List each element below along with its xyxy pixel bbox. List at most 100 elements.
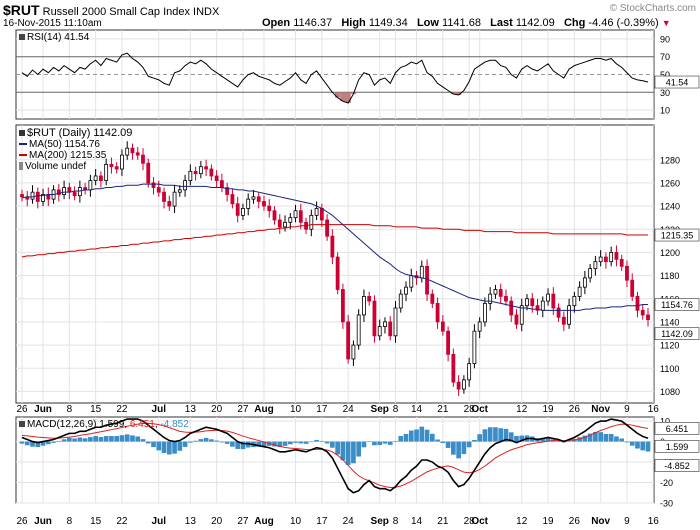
x-axis-label: 24 xyxy=(343,404,355,415)
x-axis-label: Aug xyxy=(254,516,273,527)
last-value: 1142.09 xyxy=(515,17,555,29)
candle-body xyxy=(88,180,93,191)
candle-body xyxy=(440,321,445,332)
candle-body xyxy=(530,298,535,307)
rsi-series xyxy=(21,52,649,104)
candle-body xyxy=(635,296,640,311)
candle-body xyxy=(114,166,119,170)
chg-value: -4.46 (-0.39%) xyxy=(588,17,659,29)
macd-histogram-bar xyxy=(366,441,372,442)
candle-body xyxy=(567,305,571,325)
price-axis-label: 1080 xyxy=(660,387,680,397)
macd-legend-value: 1.599 xyxy=(99,419,125,430)
candle-body xyxy=(425,265,429,295)
candle-body xyxy=(172,191,177,207)
macd-histogram-bar xyxy=(598,432,603,442)
macd-histogram-bar xyxy=(593,431,598,442)
macd-histogram-bar xyxy=(182,441,188,447)
rsi-oversold-fill xyxy=(450,92,456,95)
x-axis-label: Jul xyxy=(152,516,167,527)
macd-histogram-bar xyxy=(545,437,551,442)
macd-histogram-bar xyxy=(414,429,419,442)
macd-histogram-bar xyxy=(608,433,614,442)
candle-body xyxy=(398,293,403,309)
macd-histogram-bar xyxy=(293,441,298,443)
macd-histogram-bar xyxy=(340,441,346,461)
macd-histogram-bar xyxy=(361,441,367,448)
candle-body xyxy=(204,166,209,170)
macd-histogram-bar xyxy=(577,437,582,442)
macd-histogram-bar xyxy=(603,433,609,442)
macd-histogram-bar xyxy=(519,435,525,442)
volume-swatch xyxy=(19,162,23,171)
last-price-tag-box xyxy=(654,327,700,340)
candle-body xyxy=(577,286,582,297)
quote-summary: Open 1146.37 High 1149.34 Low 1141.68 La… xyxy=(262,17,671,29)
macd-histogram-bar xyxy=(330,441,335,448)
rsi-tag-text: 41.54 xyxy=(666,78,689,88)
macd-histogram-bar xyxy=(298,441,304,444)
macd-histogram-bar xyxy=(287,441,293,445)
candle-body xyxy=(367,296,372,302)
candle-body xyxy=(209,168,214,177)
x-axis-label: Sep xyxy=(371,404,389,415)
candle-body xyxy=(546,293,550,302)
macd-histogram-bar xyxy=(387,441,393,445)
last-label: Last xyxy=(490,17,513,29)
macd-hist-tag-box xyxy=(654,459,700,472)
macd-histogram-bar xyxy=(77,437,83,442)
candle-body xyxy=(267,205,272,212)
macd-legend-prefix: MACD(12,26,9) xyxy=(27,419,100,430)
price-axis-label: 1200 xyxy=(660,248,680,258)
candle-body xyxy=(582,277,587,288)
macd-histogram-bar xyxy=(587,433,593,442)
macd-histogram-bar xyxy=(224,441,230,444)
candle-body xyxy=(388,321,393,337)
candle-body xyxy=(488,293,493,304)
x-axis-label: 16 xyxy=(648,516,660,527)
candle-body xyxy=(104,163,109,181)
date-label: 16-Nov-2015 11:10am xyxy=(3,18,102,29)
candle-body xyxy=(183,180,187,191)
macd-histogram-bar xyxy=(61,439,67,442)
candle-body xyxy=(251,196,256,200)
legend-volume: Volume undef xyxy=(19,161,132,172)
price-axis-label: 1100 xyxy=(660,364,679,374)
macd-histogram-bar xyxy=(303,441,309,444)
macd-histogram-bar xyxy=(503,428,509,442)
candle-body xyxy=(556,307,561,318)
x-axis-label: 19 xyxy=(542,404,554,415)
macd-histogram-bar xyxy=(556,440,561,442)
macd-axis-label: -30 xyxy=(660,499,673,509)
x-axis-label: Aug xyxy=(254,404,273,415)
legend-square-icon xyxy=(19,34,25,40)
candle-body xyxy=(319,207,324,221)
macd-legend-signal: 6.451 xyxy=(129,419,155,430)
candle-body xyxy=(272,210,277,221)
candle-body xyxy=(377,326,382,337)
macd-histogram-bar xyxy=(219,441,225,443)
candle-body xyxy=(551,293,556,309)
candle-body xyxy=(314,207,319,216)
candle-body xyxy=(362,296,366,316)
macd-histogram-bar xyxy=(335,441,340,455)
x-axis-label: 20 xyxy=(211,516,223,527)
rsi-axis-label: 90 xyxy=(660,34,670,44)
ma50-tag-box xyxy=(654,298,700,311)
candle-body xyxy=(151,182,156,188)
x-axis-label: 21 xyxy=(437,516,449,527)
x-axis-label: 14 xyxy=(411,404,423,415)
x-axis-label: 10 xyxy=(290,404,302,415)
macd-axis-label: 10 xyxy=(660,417,670,427)
price-axis-label: 1180 xyxy=(660,271,679,281)
macd-histogram-bar xyxy=(282,441,288,446)
x-axis-label: 16 xyxy=(648,404,660,415)
macd-value-tag-box xyxy=(654,439,700,453)
candle-body xyxy=(41,194,45,202)
macd-histogram-bar xyxy=(261,441,267,447)
last-price-tag-text: 1142.09 xyxy=(661,329,693,339)
candle-body xyxy=(298,210,303,223)
candle-body xyxy=(409,275,414,288)
candle-body xyxy=(483,302,487,323)
candle-body xyxy=(525,298,529,307)
